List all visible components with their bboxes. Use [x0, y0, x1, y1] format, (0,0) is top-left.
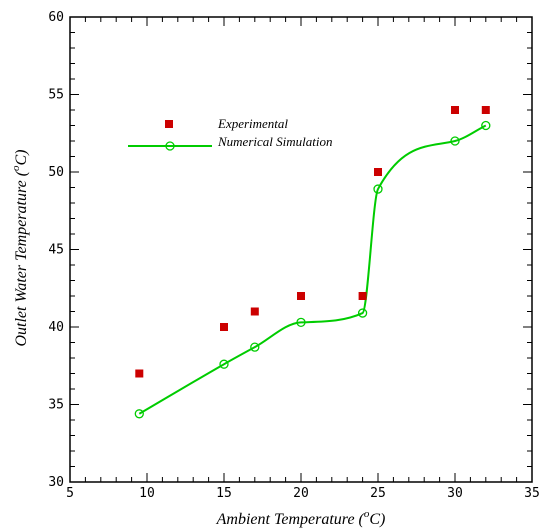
y-axis-title-text: Outlet Water Temperature ( [13, 169, 30, 346]
x-axis-title-sup: o [364, 508, 370, 520]
x-tick-label: 5 [66, 486, 74, 501]
plot-frame [69, 16, 533, 483]
simulation-point [481, 120, 491, 131]
x-tick-label: 35 [524, 486, 540, 501]
x-axis-title: Ambient Temperature (oC) [216, 508, 386, 528]
experimental-point [220, 323, 228, 331]
experimental-point [374, 168, 382, 176]
simulation-line [138, 124, 487, 415]
y-tick-label: 30 [48, 475, 64, 490]
x-tick-label: 25 [370, 486, 386, 501]
experimental-point [481, 106, 490, 114]
y-axis-title-sup: o [10, 165, 22, 171]
legend: Experimental Numerical Simulation [128, 116, 332, 151]
experimental-point [451, 106, 459, 114]
y-tick-label: 45 [48, 243, 64, 258]
simulation-point [450, 136, 460, 146]
axis-ticks [69, 16, 533, 483]
experimental-point [250, 307, 259, 316]
y-axis-title: Outlet Water Temperature (oC) [10, 149, 30, 346]
legend-label-simulation: Numerical Simulation [217, 134, 332, 149]
x-tick-label: 30 [447, 486, 463, 501]
legend-marker-simulation [165, 141, 175, 151]
y-tick-label: 55 [48, 88, 64, 103]
simulation-point [250, 342, 260, 352]
simulation-point [357, 308, 368, 318]
y-tick-label: 40 [48, 320, 64, 335]
x-axis-title-text: Ambient Temperature ( [216, 511, 366, 528]
y-tick-label: 50 [48, 165, 64, 180]
experimental-point [297, 292, 305, 300]
y-tick-label: 60 [48, 10, 64, 25]
x-tick-label: 10 [139, 486, 155, 501]
x-tick-label: 20 [293, 486, 309, 501]
x-axis-title-unit: C) [369, 511, 385, 528]
simulation-point [373, 184, 383, 194]
plot-area [69, 16, 533, 483]
experimental-point [135, 369, 144, 378]
simulation-point [219, 359, 229, 369]
y-tick-label: 35 [48, 398, 64, 413]
experimental-point [358, 292, 367, 300]
x-tick-label: 15 [216, 486, 232, 501]
legend-label-experimental: Experimental [217, 116, 288, 131]
simulation-point [134, 409, 144, 419]
axis-tick-labels: 5 10 15 20 25 30 35 30 35 40 45 50 55 60 [48, 10, 539, 501]
series-layer [134, 106, 491, 419]
simulation-point [296, 317, 306, 328]
legend-marker-experimental [165, 120, 173, 128]
y-axis-title-unit: C) [13, 149, 30, 165]
